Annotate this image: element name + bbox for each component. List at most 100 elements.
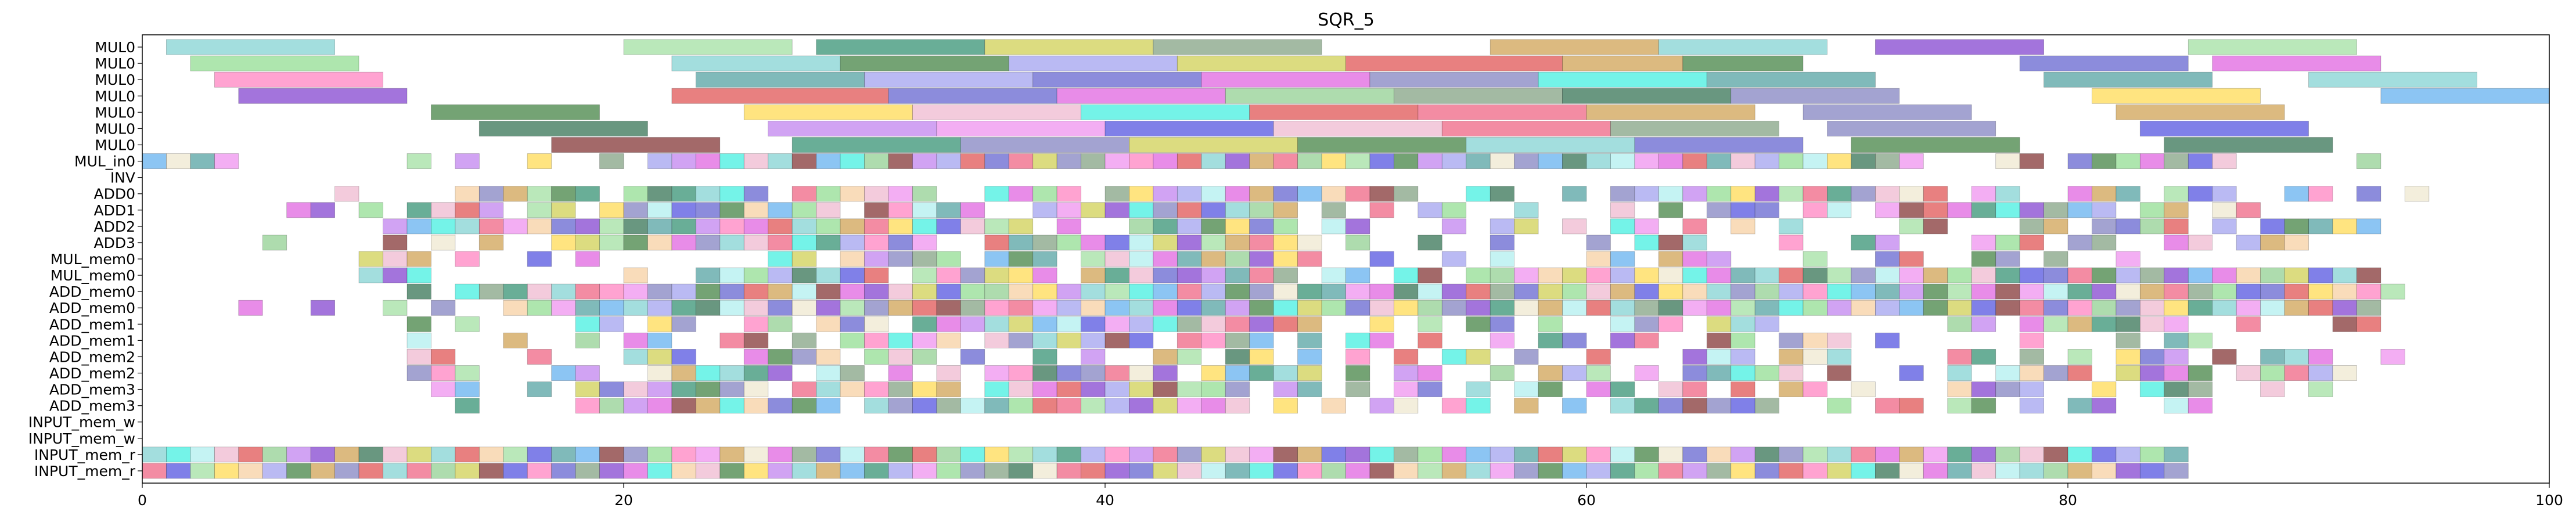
gantt-bar	[503, 463, 528, 479]
gantt-bar	[1008, 398, 1034, 414]
gantt-bar	[1081, 447, 1106, 463]
gantt-bar	[1658, 398, 1683, 414]
gantt-bar	[1514, 300, 1539, 316]
gantt-bar	[527, 463, 552, 479]
gantt-bar	[1032, 153, 1057, 170]
gantt-bar	[864, 463, 889, 479]
gantt-bar	[2019, 153, 2045, 170]
gantt-bar	[2188, 235, 2213, 251]
gantt-bar	[888, 300, 913, 316]
gantt-bar	[1803, 349, 1827, 365]
gantt-bar	[1658, 39, 1827, 55]
gantt-bar	[383, 235, 408, 251]
gantt-bar	[1177, 447, 1202, 463]
gantt-bar	[1225, 349, 1250, 365]
gantt-bar	[1104, 120, 1274, 136]
gantt-bar	[1779, 218, 1804, 235]
gantt-bar	[1779, 447, 1804, 463]
gantt-bar	[406, 218, 431, 235]
gantt-bar	[1081, 300, 1106, 316]
gantt-bar	[743, 447, 769, 463]
gantt-bar	[1466, 447, 1491, 463]
gantt-bar	[1634, 447, 1659, 463]
gantt-bar	[1249, 202, 1274, 218]
gantt-bar	[768, 283, 793, 300]
gantt-bar	[984, 251, 1009, 267]
gantt-bar	[1803, 463, 1827, 479]
x-axis: 0 20 40 60 80 100	[138, 483, 2563, 509]
gantt-bar	[1827, 349, 1852, 365]
gantt-bar	[840, 300, 865, 316]
gantt-bar	[671, 381, 696, 398]
gantt-bar	[1610, 186, 1635, 202]
gantt-bar	[2043, 267, 2068, 283]
gantt-bar	[768, 153, 793, 170]
gantt-bar	[1947, 202, 1972, 218]
gantt-bar	[2116, 349, 2140, 365]
gantt-bar	[503, 300, 528, 316]
gantt-bar	[1658, 186, 1683, 202]
gantt-bar	[431, 463, 456, 479]
gantt-bar	[2139, 218, 2165, 235]
gantt-bar	[1129, 283, 1154, 300]
gantt-bar	[2164, 202, 2189, 218]
gantt-bar	[1490, 39, 1659, 55]
gantt-bar	[1201, 186, 1226, 202]
gantt-bar	[1393, 463, 1419, 479]
gantt-bar	[743, 283, 769, 300]
gantt-bar	[1875, 235, 1900, 251]
gantt-bar	[1441, 120, 1611, 136]
gantt-bar	[1706, 316, 1732, 332]
gantt-bar	[1730, 463, 1755, 479]
gantt-bar	[1153, 153, 1178, 170]
gantt-bar	[551, 235, 576, 251]
gantt-bar	[527, 251, 552, 267]
y-tick-label: MUL0	[95, 136, 135, 153]
gantt-bar	[1081, 104, 1250, 120]
gantt-bar	[719, 398, 744, 414]
gantt-bar	[984, 316, 1009, 332]
gantt-bar	[1201, 463, 1226, 479]
gantt-bar	[1514, 153, 1539, 170]
gantt-bar	[1682, 349, 1707, 365]
gantt-bar	[1899, 398, 1924, 414]
gantt-bar	[2019, 267, 2045, 283]
gantt-bar	[768, 349, 793, 365]
gantt-bar	[551, 300, 576, 316]
gantt-bar	[1730, 349, 1755, 365]
gantt-bar	[984, 365, 1009, 381]
gantt-bar	[816, 202, 841, 218]
gantt-bar	[768, 365, 793, 381]
gantt-bar	[1441, 349, 1467, 365]
gantt-bar	[960, 218, 985, 235]
gantt-bar	[960, 137, 1129, 153]
gantt-bar	[623, 186, 648, 202]
gantt-bar	[1081, 332, 1106, 348]
gantt-bar	[1369, 71, 1539, 88]
gantt-bar	[1417, 463, 1442, 479]
x-tick-label: 0	[138, 492, 147, 509]
gantt-bar	[2380, 349, 2405, 365]
gantt-bar	[431, 365, 456, 381]
gantt-bar	[1153, 235, 1178, 251]
gantt-bar	[1538, 153, 1563, 170]
gantt-bar	[695, 381, 721, 398]
gantt-bar	[840, 235, 865, 251]
y-tick-label: ADD_mem2	[49, 348, 135, 365]
gantt-bar	[791, 332, 817, 348]
gantt-bar	[2019, 218, 2045, 235]
gantt-bar	[864, 316, 889, 332]
gantt-bar	[142, 447, 167, 463]
gantt-bar	[1032, 71, 1202, 88]
gantt-bar	[1706, 202, 1732, 218]
gantt-bar	[1393, 349, 1419, 365]
gantt-bar	[2212, 218, 2237, 235]
gantt-bar	[2164, 235, 2189, 251]
gantt-bar	[166, 153, 191, 170]
gantt-bar	[1971, 447, 1996, 463]
gantt-bar	[719, 235, 744, 251]
gantt-bar	[1754, 267, 1780, 283]
gantt-bar	[864, 300, 889, 316]
gantt-bar	[1490, 283, 1514, 300]
gantt-bar	[1177, 202, 1202, 218]
